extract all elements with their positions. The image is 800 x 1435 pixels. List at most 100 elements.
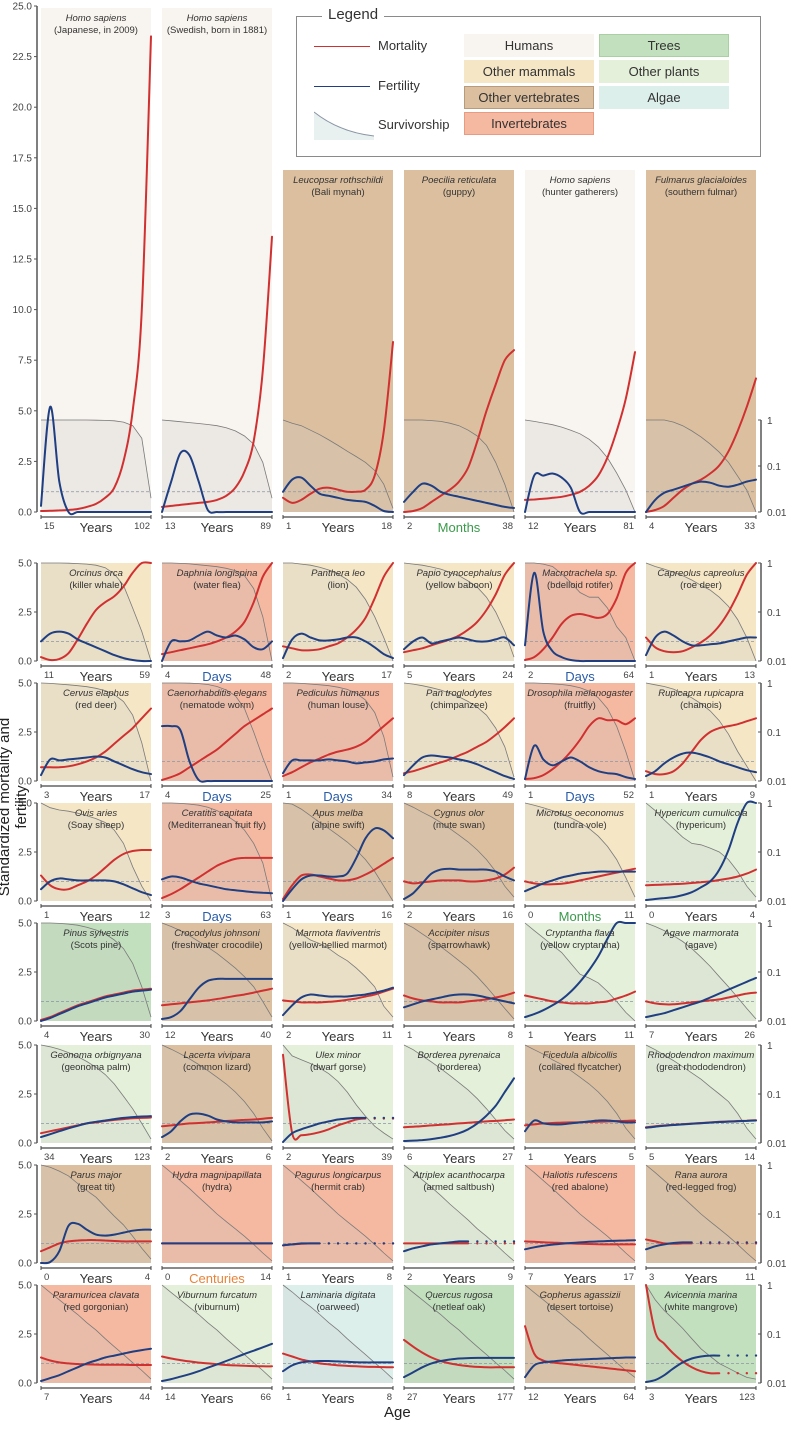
panel-species-name: Ceratitis capitata [182, 808, 253, 819]
panel-background [41, 683, 151, 781]
age-min-label: 5 [649, 1152, 654, 1163]
survivorship-line [282, 419, 394, 509]
age-max-label: 33 [744, 521, 755, 532]
panel-species-name: Macrotrachela sp. [542, 568, 618, 579]
age-max-label: 16 [502, 910, 513, 921]
y-tick-label: 0.0 [18, 1139, 32, 1150]
panel-species-name: Capreolus capreolus [657, 568, 744, 579]
fertility-curve [645, 751, 757, 778]
fertility-curve-dot [364, 1242, 367, 1245]
panel-species-name: Avicennia marina [664, 1290, 738, 1301]
panel-common-name: (red abalone) [552, 1182, 609, 1193]
fertility-curve-dot [754, 1354, 758, 1357]
age-max-label: 5 [629, 1152, 634, 1163]
age-unit-label: Days [323, 789, 353, 804]
age-unit-label: Years [443, 1029, 476, 1044]
legend-title: Legend [322, 6, 385, 23]
panel-background [283, 803, 393, 901]
y-tick-label: 0.0 [18, 508, 32, 519]
survivorship-area [162, 420, 272, 512]
age-max-label: 25 [260, 790, 271, 801]
fertility-curve [161, 875, 273, 895]
fertility-curve-dot [745, 1354, 749, 1357]
age-min-label: 3 [649, 1392, 654, 1403]
age-max-label: 123 [739, 1392, 755, 1403]
survivorship-area [162, 1045, 272, 1143]
panel-species-name: Accipiter nisus [427, 928, 489, 939]
mortality-curve [282, 717, 394, 778]
fertility-curve-dot [345, 1242, 349, 1245]
survivorship-tick-label: 0.1 [767, 728, 781, 739]
fertility-curve [40, 755, 152, 777]
survivorship-line [40, 802, 152, 902]
survivorship-line [282, 802, 394, 902]
panel-species-name: Apus melba [312, 808, 363, 819]
panel-background [404, 923, 514, 1021]
panel-background [283, 170, 393, 512]
survivorship-tick-label: 0.01 [767, 508, 787, 519]
panel-background [525, 1285, 635, 1383]
y-tick-label: 10.0 [13, 305, 33, 316]
age-max-label: 26 [744, 1030, 755, 1041]
age-unit-label: Years [80, 909, 113, 924]
survivorship-area [404, 803, 514, 901]
panel-background [41, 1165, 151, 1263]
age-min-label: 27 [407, 1392, 418, 1403]
age-max-label: 30 [139, 1030, 150, 1041]
y-tick-label: 5.0 [18, 679, 32, 690]
survivorship-tick-label: 1 [767, 679, 773, 690]
age-unit-label: Years [685, 789, 718, 804]
age-max-label: 13 [744, 670, 755, 681]
age-max-label: 18 [381, 521, 392, 532]
age-max-label: 64 [623, 670, 634, 681]
panel-common-name: (Scots pine) [71, 940, 122, 951]
fertility-curve [403, 1240, 470, 1253]
age-unit-label: Years [322, 1151, 355, 1166]
survivorship-area [525, 1045, 635, 1143]
age-min-label: 0 [165, 1272, 170, 1283]
fertility-curve [282, 1360, 394, 1373]
panel-species-name: Cygnus olor [434, 808, 486, 819]
panel-background [41, 8, 151, 512]
fertility-curve [40, 630, 152, 663]
fertility-curve [524, 870, 636, 893]
panel-daphnia-longispina: Daphnia longispina(water flea) 4 48 Days [161, 562, 273, 684]
survivorship-line [524, 1044, 636, 1140]
age-max-label: 12 [139, 910, 150, 921]
survivorship-line [40, 682, 152, 782]
fertility-curve [524, 1356, 636, 1379]
survivorship-line [525, 682, 636, 782]
fertility-curve-dot [336, 1242, 340, 1245]
panel-drosophila-melanogaster: Drosophila melanogaster(fruitfly) 1 52 Days [524, 682, 636, 804]
panel-species-name: Parus major [70, 1170, 122, 1181]
survivorship-tick-label: 1 [767, 559, 773, 570]
age-min-label: 1 [649, 790, 654, 801]
fertility-curve [40, 1347, 152, 1382]
mortality-curve [403, 1338, 515, 1369]
panel-species-name: Lacerta vivipara [183, 1050, 250, 1061]
panel-capreolus-capreolus: Capreolus capreolus(roe deer) 1 13 Years [645, 562, 757, 684]
panel-species-name: Ovis aries [75, 808, 117, 819]
fertility-curve-dot [699, 1241, 703, 1244]
age-unit-label: Years [201, 520, 234, 535]
panel-common-name: (killer whale) [69, 580, 122, 591]
age-min-label: 1 [44, 910, 49, 921]
panel-species-name: Cervus elaphus [63, 688, 129, 699]
legend-mortality-line [314, 46, 370, 47]
legend-survivorship-label: Survivorship [378, 117, 450, 132]
survivorship-tick-label: 0.01 [767, 777, 787, 788]
mortality-curve-dot [736, 1372, 739, 1375]
survivorship-tick-label: 0.01 [767, 1139, 787, 1150]
panel-species-name: Pediculus humanus [297, 688, 380, 699]
mortality-curve [161, 856, 273, 900]
panel-laminaria-digitata: Laminaria digitata(oarweed) 1 8 Years [282, 1284, 394, 1406]
panel-background [525, 1045, 635, 1143]
y-tick-label: 0.0 [18, 897, 32, 908]
mortality-curve-dot [512, 1242, 516, 1245]
mortality-curve [161, 1116, 273, 1128]
legend-fertility-line [314, 86, 370, 87]
survivorship-tick-label: 0.01 [767, 897, 787, 908]
panel-common-name: (tundra vole) [553, 820, 606, 831]
age-max-label: 4 [145, 1272, 150, 1283]
legend-survivorship-icon [314, 111, 374, 140]
